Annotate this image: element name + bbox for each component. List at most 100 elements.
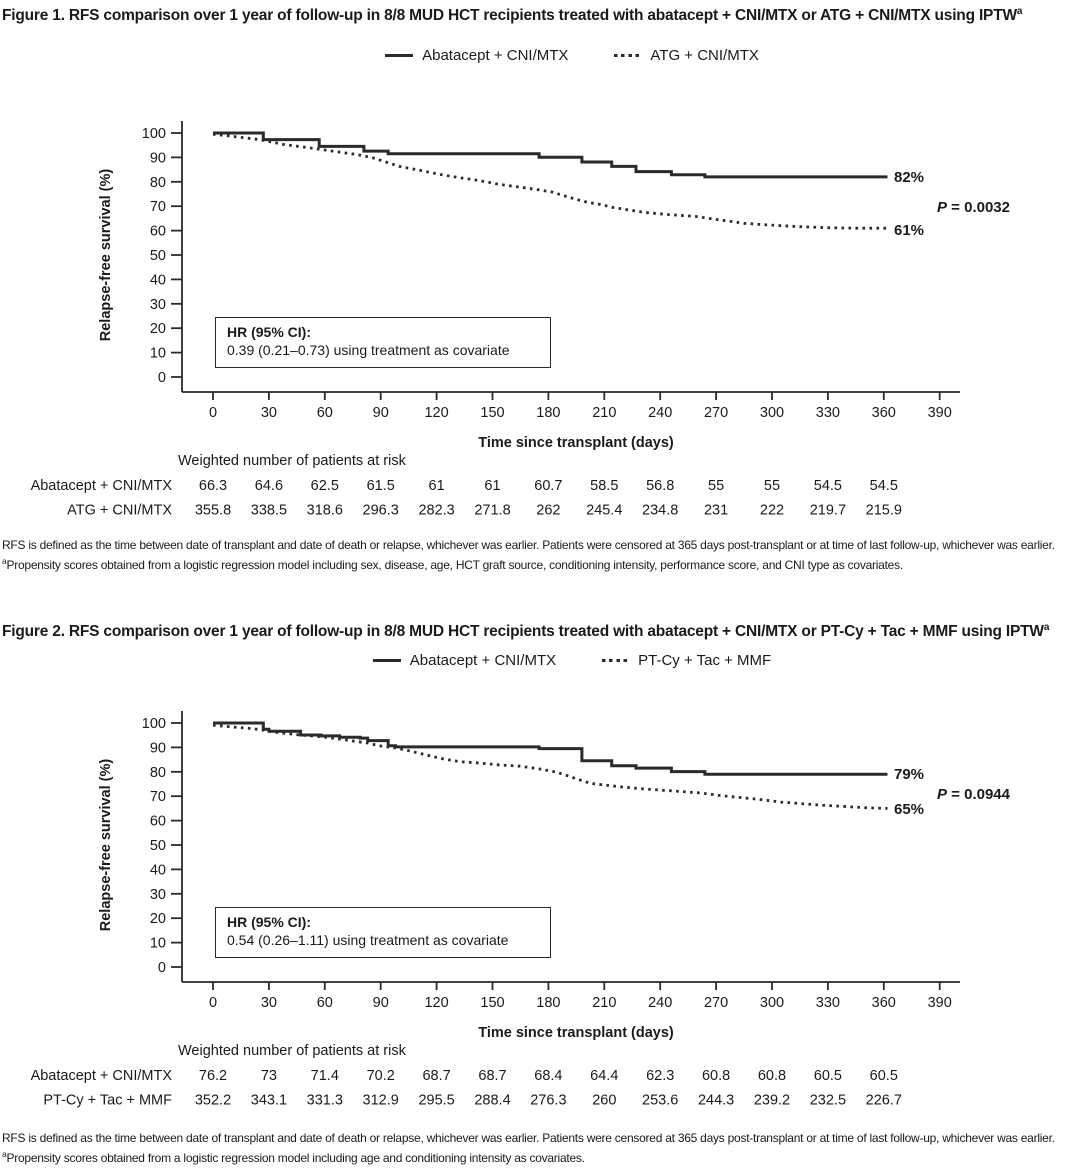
figure-2-solid-end-label: 79% (894, 766, 925, 783)
figure-1-legend: Abatacept + CNI/MTX ATG + CNI/MTX (32, 47, 1080, 64)
risk-value: 62.5 (311, 478, 339, 494)
risk-value: 66.3 (199, 478, 227, 494)
risk-value: 73 (261, 1068, 277, 1084)
x-tick-label: 60 (317, 995, 333, 1011)
risk-value: 62.3 (646, 1068, 674, 1084)
y-tick-label: 70 (150, 199, 166, 215)
y-tick-label: 50 (150, 248, 166, 264)
risk-value: 64.4 (590, 1068, 618, 1084)
y-tick-label: 20 (150, 321, 166, 337)
figure-2-legend-item-abatacept: Abatacept + CNI/MTX (372, 652, 557, 669)
risk-value: 54.5 (870, 478, 898, 494)
risk-value: 55 (764, 478, 780, 494)
risk-value: 260 (592, 1093, 616, 1109)
risk-value: 331.3 (307, 1093, 343, 1109)
x-tick-label: 120 (424, 995, 448, 1011)
risk-value: 226.7 (866, 1093, 902, 1109)
risk-value: 262 (536, 503, 560, 519)
x-tick-label: 180 (536, 995, 560, 1011)
hr-box-title: HR (95% CI): (227, 914, 312, 930)
figure-2-title-text: Figure 2. RFS comparison over 1 year of … (2, 623, 1044, 641)
y-tick-label: 20 (150, 911, 166, 927)
figure-2-title: Figure 2. RFS comparison over 1 year of … (2, 622, 1049, 641)
figure-1-legend-item-abatacept: Abatacept + CNI/MTX (385, 47, 568, 64)
risk-value: 219.7 (810, 503, 846, 519)
x-axis-title: Time since transplant (days) (478, 435, 674, 451)
series-curve-solid (213, 131, 888, 179)
x-tick-label: 90 (373, 405, 389, 421)
risk-value: 239.2 (754, 1093, 790, 1109)
x-tick-label: 390 (928, 995, 952, 1011)
risk-value: 231 (704, 503, 728, 519)
x-tick-label: 150 (480, 995, 504, 1011)
x-tick-label: 330 (816, 995, 840, 1011)
risk-value: 68.7 (478, 1068, 506, 1084)
x-tick-label: 60 (317, 405, 333, 421)
figure-1-p-value: P = 0.0032 (937, 199, 1010, 216)
risk-value: 54.5 (814, 478, 842, 494)
y-tick-label: 60 (150, 224, 166, 240)
series-curve-dotted (212, 723, 888, 810)
risk-value: 295.5 (418, 1093, 454, 1109)
x-tick-label: 120 (424, 405, 448, 421)
y-tick-label: 90 (150, 150, 166, 166)
risk-row-label: Abatacept + CNI/MTX (31, 478, 173, 494)
figure-2-legend: Abatacept + CNI/MTX PT-Cy + Tac + MMF (32, 652, 1080, 669)
p-rest: = 0.0944 (947, 786, 1010, 803)
y-tick-label: 0 (158, 370, 166, 386)
risk-value: 60.7 (534, 478, 562, 494)
x-tick-label: 210 (592, 995, 616, 1011)
y-tick-label: 100 (142, 126, 166, 142)
y-axis-title: Relapse-free survival (%) (98, 759, 114, 932)
figure-1-dotted-end-label: 61% (894, 222, 925, 239)
figure-2-plot: 0 10 20 30 40 50 60 70 80 90 100 0 30 60 90 120 150 180 21… (31, 711, 960, 1109)
figure-1-footnote-line-2: aPropensity scores obtained from a logis… (2, 555, 903, 572)
p-italic: P (937, 199, 948, 216)
risk-table-header: Weighted number of patients at risk (178, 453, 407, 469)
legend-label: Abatacept + CNI/MTX (409, 652, 557, 669)
figure-1-title: Figure 1. RFS comparison over 1 year of … (2, 6, 1022, 25)
risk-value: 318.6 (307, 503, 343, 519)
y-tick-label: 80 (150, 175, 166, 191)
x-tick-label: 30 (261, 995, 277, 1011)
risk-value: 215.9 (866, 503, 902, 519)
y-tick-label: 30 (150, 297, 166, 313)
y-tick-label: 40 (150, 272, 166, 288)
risk-value: 343.1 (251, 1093, 287, 1109)
risk-row-label: ATG + CNI/MTX (67, 503, 172, 519)
risk-value: 61.5 (367, 478, 395, 494)
y-axis-title: Relapse-free survival (%) (98, 169, 114, 342)
dotted-line-swatch (602, 659, 630, 662)
risk-row-label: PT-Cy + Tac + MMF (43, 1093, 172, 1109)
figure-1-solid-end-label: 82% (894, 169, 925, 186)
p-italic: P (937, 786, 948, 803)
risk-value: 64.6 (255, 478, 283, 494)
figure-2-footnote-line-2: aPropensity scores obtained from a logis… (2, 1148, 585, 1165)
risk-value: 244.3 (698, 1093, 734, 1109)
risk-value: 61 (429, 478, 445, 494)
risk-value: 271.8 (474, 503, 510, 519)
risk-value: 68.4 (534, 1068, 562, 1084)
x-tick-label: 360 (872, 995, 896, 1011)
x-tick-label: 180 (536, 405, 560, 421)
risk-value: 234.8 (642, 503, 678, 519)
figure-2-title-superscript: a (1043, 622, 1050, 633)
x-tick-label: 300 (760, 995, 784, 1011)
risk-value: 355.8 (195, 503, 231, 519)
risk-value: 60.8 (702, 1068, 730, 1084)
y-tick-label: 80 (150, 765, 166, 781)
x-tick-label: 360 (872, 405, 896, 421)
x-tick-label: 330 (816, 405, 840, 421)
figure-1-legend-item-atg: ATG + CNI/MTX (614, 47, 759, 64)
risk-value: 56.8 (646, 478, 674, 494)
y-tick-label: 10 (150, 936, 166, 952)
risk-value: 245.4 (586, 503, 622, 519)
x-tick-label: 270 (704, 995, 728, 1011)
figure-1-title-text: Figure 1. RFS comparison over 1 year of … (2, 7, 1017, 25)
figure-1-hr-box: HR (95% CI): 0.39 (0.21–0.73) using trea… (215, 317, 551, 368)
figure-2-p-value: P = 0.0944 (937, 786, 1010, 803)
x-tick-label: 30 (261, 405, 277, 421)
risk-value: 352.2 (195, 1093, 231, 1109)
